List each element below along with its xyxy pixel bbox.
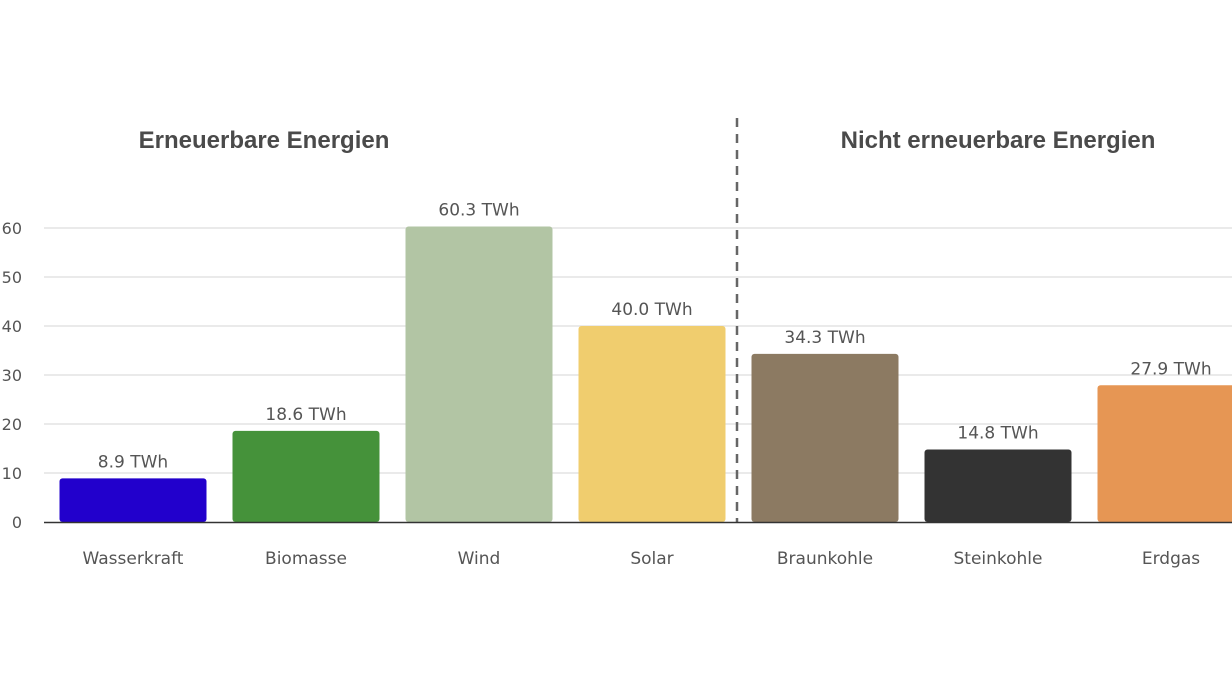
data-label-wind: 60.3 TWh: [438, 201, 519, 221]
category-label-braunkohle: Braunkohle: [777, 549, 873, 569]
data-label-erdgas: 27.9 TWh: [1130, 359, 1211, 379]
category-label-steinkohle: Steinkohle: [953, 549, 1042, 569]
y-tick-label: 60: [2, 219, 22, 238]
group-title-nonrenewable: Nicht erneuerbare Energien: [841, 127, 1156, 154]
category-label-wind: Wind: [458, 549, 501, 569]
bar-steinkohle: [924, 449, 1072, 522]
bars: [59, 226, 1232, 522]
y-tick-label: 20: [2, 415, 22, 434]
bar-erdgas: [1097, 385, 1232, 522]
bar-braunkohle: [751, 353, 899, 522]
y-tick-label: 30: [2, 366, 22, 385]
category-label-solar: Solar: [630, 549, 673, 569]
data-labels: 8.9 TWh 18.6 TWh 60.3 TWh 40.0 TWh 34.3 TWh 1…: [98, 201, 1212, 473]
data-label-wasserkraft: 8.9 TWh: [98, 452, 168, 472]
category-label-erdgas: Erdgas: [1142, 549, 1200, 569]
data-label-braunkohle: 34.3 TWh: [784, 328, 865, 348]
bar-wind: [405, 226, 553, 522]
category-label-biomasse: Biomasse: [265, 549, 347, 569]
y-tick-label: 10: [2, 464, 22, 483]
category-labels: Wasserkraft Biomasse Wind Solar Braunkohle St…: [83, 549, 1201, 569]
data-label-solar: 40.0 TWh: [611, 300, 692, 320]
category-label-wasserkraft: Wasserkraft: [83, 549, 184, 569]
y-tick-label: 40: [2, 317, 22, 336]
bar-biomasse: [232, 430, 380, 522]
group-title-renewable: Erneuerbare Energien: [139, 127, 390, 154]
data-label-biomasse: 18.6 TWh: [265, 405, 346, 425]
bar-wasserkraft: [59, 478, 207, 522]
bar-solar: [578, 326, 726, 522]
y-axis-ticks: 0 10 20 30 40 50 60: [2, 219, 22, 532]
y-tick-label: 0: [12, 513, 22, 532]
data-label-steinkohle: 14.8 TWh: [957, 423, 1038, 443]
y-tick-label: 50: [2, 268, 22, 287]
